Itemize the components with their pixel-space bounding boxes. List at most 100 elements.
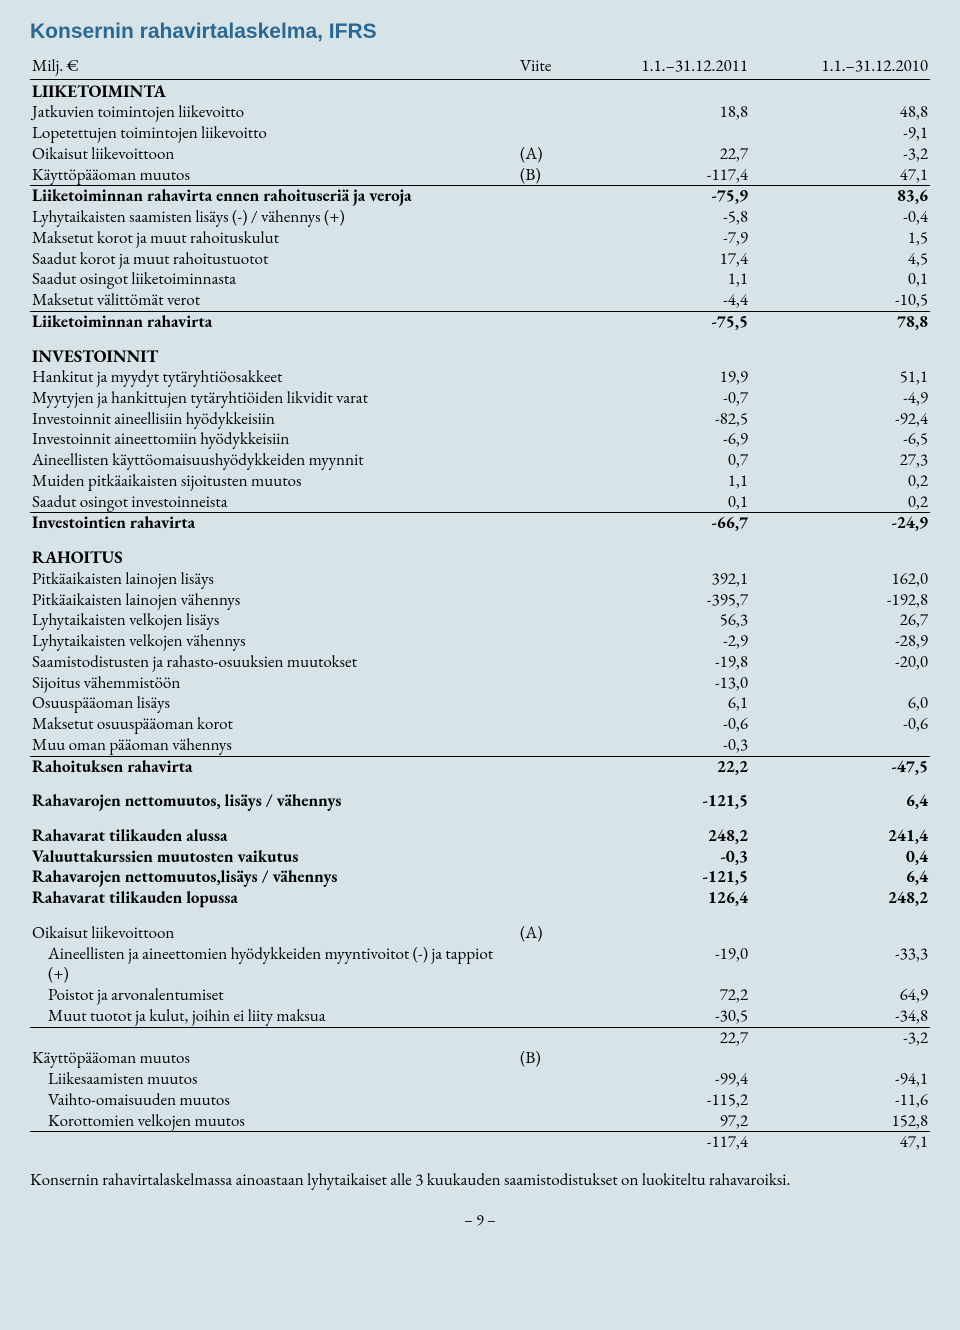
row-v1: -0,6 [570,714,750,735]
row-v1: -2,9 [570,631,750,652]
row-label: Maksetut korot ja muut rahoituskulut [30,228,516,249]
table-row: Investoinnit aineettomiin hyödykkeisiin-… [30,429,930,450]
row-v2: -34,8 [750,1006,930,1027]
row-note [516,311,570,332]
row-v2: 6,0 [750,693,930,714]
row-note [516,1090,570,1111]
row-note [516,944,570,985]
row-v2: 1,5 [750,228,930,249]
table-row: Vaihto-omaisuuden muutos-115,2-11,6 [30,1090,930,1111]
table-row: Pitkäaikaisten lainojen lisäys392,1162,0 [30,569,930,590]
row-v2: -94,1 [750,1069,930,1090]
row-label: Muu oman pääoman vähennys [30,735,516,756]
table-row: Saamistodistusten ja rahasto-osuuksien m… [30,652,930,673]
row-v2: -20,0 [750,652,930,673]
section-title: LIIKETOIMINTA [30,79,930,102]
row-v2: 47,1 [750,1132,930,1153]
cashflow-table: Milj. € Viite 1.1.–31.12.2011 1.1.–31.12… [30,56,930,1153]
row-note [516,450,570,471]
row-v1: -121,5 [570,867,750,888]
row-note [516,1027,570,1048]
row-v1: 22,2 [570,756,750,777]
row-label: Sijoitus vähemmistöön [30,673,516,694]
row-label: Oikaisut liikevoittoon [30,144,516,165]
row-note [516,631,570,652]
row-v2: 162,0 [750,569,930,590]
row-note [516,102,570,123]
table-row: Oikaisut liikevoittoon(A)22,7-3,2 [30,144,930,165]
row-label: Muut tuotot ja kulut, joihin ei liity ma… [30,1006,516,1027]
section-title: Käyttöpääoman muutos(B) [30,1048,930,1069]
row-note [516,1111,570,1132]
row-note: (A) [516,144,570,165]
hdr-col1: Viite [516,56,570,79]
row-v1: -75,9 [570,186,750,207]
row-v1: 0,1 [570,492,750,513]
row-label [30,1027,516,1048]
row-v2: -0,4 [750,207,930,228]
row-v1: -115,2 [570,1090,750,1111]
row-v2: -192,8 [750,590,930,611]
page-title: Konsernin rahavirtalaskelma, IFRS [30,20,930,44]
row-v1: 1,1 [570,471,750,492]
row-note [516,756,570,777]
row-v1: 17,4 [570,249,750,270]
row-v2: 0,2 [750,492,930,513]
table-row: Myytyjen ja hankittujen tytäryhtiöiden l… [30,388,930,409]
table-row: Rahavarat tilikauden alussa248,2241,4 [30,826,930,847]
row-note [516,1006,570,1027]
table-row: Rahavarat tilikauden lopussa126,4248,2 [30,888,930,909]
row-v2: 0,2 [750,471,930,492]
row-v1: 72,2 [570,985,750,1006]
row-v1: 0,7 [570,450,750,471]
row-v2: -4,9 [750,388,930,409]
row-label: Aineellisten käyttöomaisuushyödykkeiden … [30,450,516,471]
table-row: Maksetut korot ja muut rahoituskulut-7,9… [30,228,930,249]
row-v1: -117,4 [570,1132,750,1153]
row-v1: -0,3 [570,847,750,868]
row-note [516,888,570,909]
row-label: Lyhytaikaisten velkojen vähennys [30,631,516,652]
table-row: Muiden pitkäaikaisten sijoitusten muutos… [30,471,930,492]
row-v2: 0,1 [750,269,930,290]
row-v2: 0,4 [750,847,930,868]
row-label: Rahavarojen nettomuutos,lisäys / vähenny… [30,867,516,888]
row-note [516,867,570,888]
table-row: Muu oman pääoman vähennys -0,3 [30,735,930,756]
row-label: Rahavarojen nettomuutos, lisäys / vähenn… [30,791,516,812]
row-label: Oikaisut liikevoittoon [30,923,516,944]
row-label: Osuuspääoman lisäys [30,693,516,714]
row-label: Rahoituksen rahavirta [30,756,516,777]
row-v2: 6,4 [750,791,930,812]
row-label: Pitkäaikaisten lainojen lisäys [30,569,516,590]
row-v1: -0,3 [570,735,750,756]
table-row: Valuuttakurssien muutosten vaikutus -0,30… [30,847,930,868]
row-v1: 22,7 [570,144,750,165]
row-v1: 19,9 [570,367,750,388]
row-v2: 248,2 [750,888,930,909]
row-v1: -0,7 [570,388,750,409]
row-label: Investointien rahavirta [30,513,516,534]
row-label: Liikesaamisten muutos [30,1069,516,1090]
row-label: Valuuttakurssien muutosten vaikutus [30,847,516,868]
row-v2: -92,4 [750,409,930,430]
row-note [516,228,570,249]
row-v1: 6,1 [570,693,750,714]
section-title: INVESTOINNIT [30,333,930,368]
spacer-row [30,777,930,791]
table-row: Aineellisten ja aineettomien hyödykkeide… [30,944,930,985]
row-v2: 64,9 [750,985,930,1006]
row-label: Maksetut välittömät verot [30,290,516,311]
footnote: Konsernin rahavirtalaskelmassa ainoastaa… [30,1169,930,1191]
row-v2: -47,5 [750,756,930,777]
row-v1: 97,2 [570,1111,750,1132]
row-v1: 126,4 [570,888,750,909]
row-note [516,186,570,207]
row-v1: -13,0 [570,673,750,694]
table-row: Käyttöpääoman muutos(B)-117,447,1 [30,165,930,186]
row-v2 [750,735,930,756]
table-row: Jatkuvien toimintojen liikevoitto18,848,… [30,102,930,123]
table-row: Saadut osingot liiketoiminnasta1,10,1 [30,269,930,290]
table-row: Maksetut välittömät verot-4,4-10,5 [30,290,930,311]
row-v2: 27,3 [750,450,930,471]
